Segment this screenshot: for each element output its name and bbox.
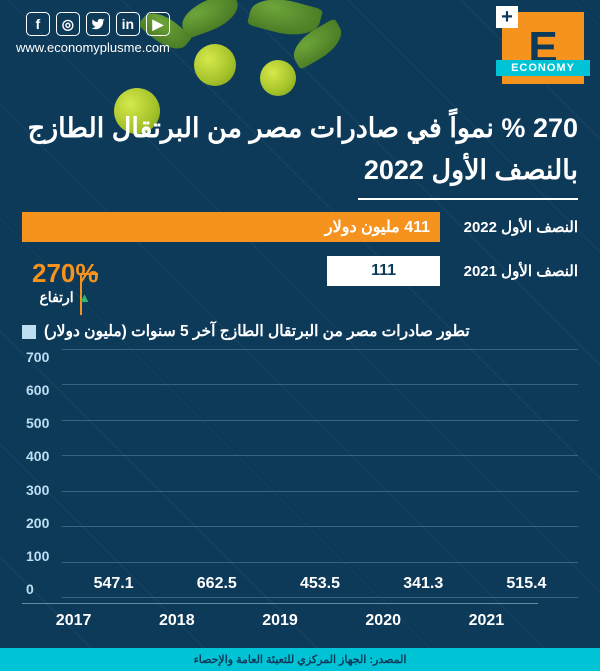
plot-area: 547.1 662.5 453.5 341.3 515.4: [62, 349, 578, 597]
bar-value-label: 662.5: [197, 575, 237, 593]
growth-percent: 270%: [32, 258, 99, 289]
logo-plus: +: [496, 6, 518, 28]
bar-column: 341.3: [372, 575, 475, 597]
x-tick-label: 2019: [228, 612, 331, 630]
instagram-icon[interactable]: ◎: [56, 12, 80, 36]
comparison-value: 411 مليون دولار: [325, 217, 430, 237]
arrow-up-icon: ▲: [78, 290, 91, 305]
x-tick-label: 2021: [435, 612, 538, 630]
x-tick-label: 2017: [22, 612, 125, 630]
y-tick-label: 100: [26, 548, 49, 564]
chart-title: تطور صادرات مصر من البرتقال الطازج آخر 5…: [44, 322, 470, 341]
bar-value-label: 341.3: [403, 575, 443, 593]
y-tick-label: 500: [26, 415, 49, 431]
growth-callout: 270% ▲ ارتفاع: [32, 258, 99, 307]
source-footer: المصدر: الجهاز المركزي للتعبئة العامة وا…: [0, 648, 600, 671]
facebook-icon[interactable]: f: [26, 12, 50, 36]
legend-swatch: [22, 325, 36, 339]
comparison-value: 111: [371, 262, 396, 280]
bar-column: 662.5: [165, 575, 268, 597]
bar-column: 515.4: [475, 575, 578, 597]
x-axis: 20172018201920202021: [22, 603, 538, 630]
website-url[interactable]: www.economyplusme.com: [16, 40, 170, 55]
social-icons-row: f ◎ in ▶: [16, 12, 170, 36]
y-tick-label: 200: [26, 515, 49, 531]
logo-band: ECONOMY: [496, 60, 590, 76]
x-tick-label: 2020: [332, 612, 435, 630]
comparison-bar-2022: 411 مليون دولار: [22, 212, 440, 242]
headline-text: 270 % نمواً في صادرات مصر من البرتقال ال…: [22, 108, 578, 192]
twitter-icon[interactable]: [86, 12, 110, 36]
bar-column: 547.1: [62, 575, 165, 597]
bar-value-label: 547.1: [94, 575, 134, 593]
logo: + E ECONOMY: [502, 12, 584, 84]
y-tick-label: 700: [26, 349, 49, 365]
y-axis: 700 600 500 400 300 200 100 0: [22, 349, 62, 597]
headline-underline: [358, 198, 578, 200]
header: + E ECONOMY f ◎ in ▶ www.economyplusme.c…: [0, 0, 600, 95]
comparison-row-2022: النصف الأول 2022 411 مليون دولار: [22, 210, 578, 244]
y-tick-label: 400: [26, 448, 49, 464]
source-text: المصدر: الجهاز المركزي للتعبئة العامة وا…: [194, 654, 407, 666]
youtube-icon[interactable]: ▶: [146, 12, 170, 36]
grid-line: [62, 597, 578, 598]
growth-label: ارتفاع: [39, 289, 73, 305]
comparison-bar-2021: 111: [327, 256, 440, 286]
bar-value-label: 515.4: [506, 575, 546, 593]
y-tick-label: 0: [26, 581, 34, 597]
x-tick-label: 2018: [125, 612, 228, 630]
bar-chart-section: تطور صادرات مصر من البرتقال الطازج آخر 5…: [22, 322, 578, 637]
comparison-bars: النصف الأول 2022 411 مليون دولار النصف ا…: [22, 210, 578, 298]
linkedin-icon[interactable]: in: [116, 12, 140, 36]
comparison-row-2021: النصف الأول 2021 111: [22, 254, 578, 288]
y-tick-label: 300: [26, 482, 49, 498]
comparison-label: النصف الأول 2021: [450, 262, 578, 280]
headline: 270 % نمواً في صادرات مصر من البرتقال ال…: [22, 108, 578, 200]
bar-column: 453.5: [268, 575, 371, 597]
y-tick-label: 600: [26, 382, 49, 398]
bar-value-label: 453.5: [300, 575, 340, 593]
comparison-label: النصف الأول 2022: [450, 218, 578, 236]
